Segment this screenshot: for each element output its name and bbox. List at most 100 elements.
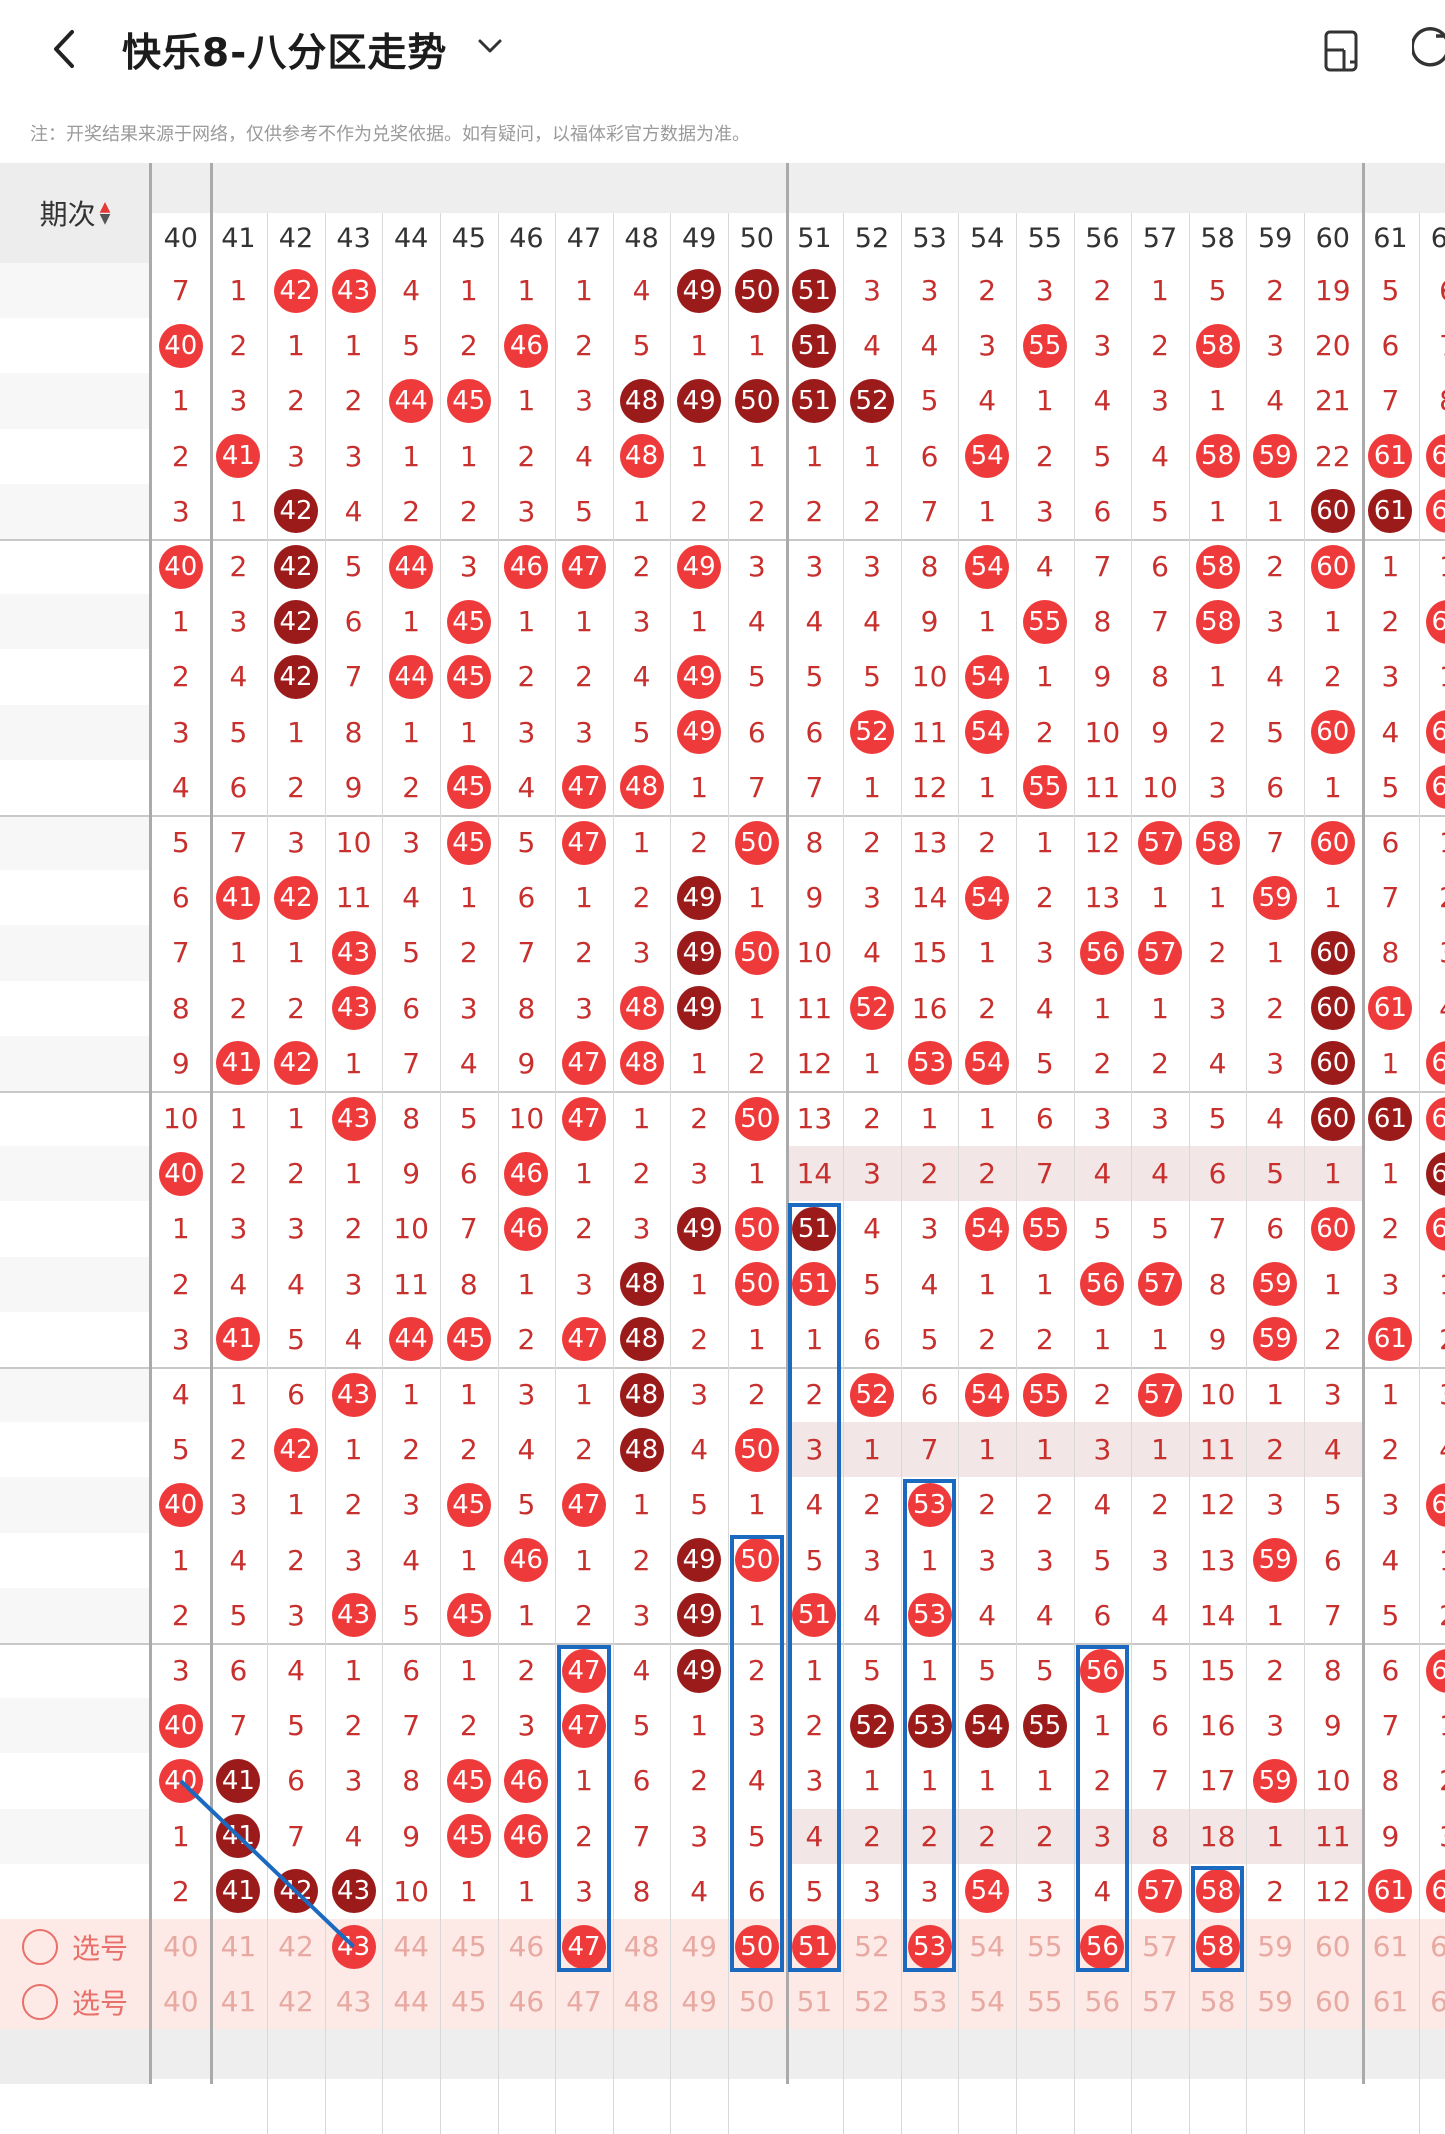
select-number-42[interactable]: 42 — [267, 1974, 325, 2029]
title-dropdown-button[interactable] — [474, 30, 506, 62]
miss-count: 1 — [171, 1819, 190, 1853]
select-number-40[interactable]: 40 — [152, 1919, 210, 1974]
select-number-52[interactable]: 52 — [843, 1919, 901, 1974]
miss-count: 3 — [171, 1322, 190, 1356]
miss-count-cell: 2 — [325, 1698, 383, 1753]
miss-count-cell: 6 — [728, 705, 786, 760]
select-number-51[interactable]: 51 — [786, 1919, 844, 1974]
select-number-48[interactable]: 48 — [613, 1974, 671, 2029]
select-number-56[interactable]: 56 — [1074, 1919, 1132, 1974]
layout-toggle-button[interactable] — [1318, 28, 1368, 76]
draw-ball-cell: 62 — [1419, 429, 1445, 484]
miss-count: 1 — [690, 1046, 709, 1080]
page-title[interactable]: 快乐8-八分区走势 — [122, 31, 448, 76]
select-number-60[interactable]: 60 — [1304, 1919, 1362, 1974]
miss-count-cell: 2 — [210, 1422, 268, 1477]
picked-number-ball[interactable]: 43 — [331, 1924, 376, 1969]
miss-count-cell: 1 — [1016, 1422, 1074, 1477]
select-number-52[interactable]: 52 — [843, 1974, 901, 2029]
miss-count: 3 — [1266, 1488, 1285, 1522]
select-number-43[interactable]: 43 — [325, 1919, 383, 1974]
select-number-45[interactable]: 45 — [440, 1919, 498, 1974]
select-number-58[interactable]: 58 — [1189, 1974, 1247, 2029]
picked-number-ball[interactable]: 56 — [1080, 1924, 1125, 1969]
select-number-46[interactable]: 46 — [498, 1974, 556, 2029]
select-number-49[interactable]: 49 — [670, 1919, 728, 1974]
miss-count-cell: 4 — [1074, 373, 1132, 428]
select-number-49[interactable]: 49 — [670, 1974, 728, 2029]
miss-count: 2 — [1266, 1874, 1285, 1908]
picked-number-ball[interactable]: 47 — [561, 1924, 606, 1969]
select-number-46[interactable]: 46 — [498, 1919, 556, 1974]
miss-count: 8 — [459, 1267, 478, 1301]
select-number-44[interactable]: 44 — [382, 1974, 440, 2029]
refresh-button[interactable] — [1410, 26, 1445, 72]
miss-count: 1 — [575, 1157, 593, 1191]
period-column-header[interactable]: 期次 ▲ ▼ — [0, 163, 150, 263]
miss-count: 3 — [402, 1488, 421, 1522]
select-number-55[interactable]: 55 — [1016, 1974, 1074, 2029]
select-number-62[interactable]: 62 — [1419, 1974, 1445, 2029]
picked-number-ball[interactable]: 58 — [1195, 1924, 1240, 1969]
select-row-toggle[interactable]: 选号 — [0, 1974, 150, 2029]
select-number-48[interactable]: 48 — [613, 1919, 671, 1974]
select-number-59[interactable]: 59 — [1246, 1974, 1304, 2029]
select-number-60[interactable]: 60 — [1304, 1974, 1362, 2029]
miss-count-cell: 1 — [382, 594, 440, 649]
select-number-57[interactable]: 57 — [1131, 1974, 1189, 2029]
miss-count-cell: 14 — [1189, 1588, 1247, 1643]
select-number-54[interactable]: 54 — [958, 1919, 1016, 1974]
draw-ball-cell: 60 — [1304, 539, 1362, 594]
draw-ball-cell: 54 — [958, 649, 1016, 704]
miss-count-cell: 21 — [1304, 373, 1362, 428]
picked-number-ball[interactable]: 51 — [792, 1924, 837, 1969]
select-number-53[interactable]: 53 — [901, 1919, 959, 1974]
drawn-number-ball: 52 — [849, 710, 894, 755]
draw-ball-cell: 47 — [555, 1477, 613, 1532]
miss-count-cell: 5 — [613, 705, 671, 760]
draw-ball-cell: 54 — [958, 870, 1016, 925]
miss-count-cell: 7 — [1016, 1146, 1074, 1201]
period-cell — [0, 318, 150, 374]
select-number-50[interactable]: 50 — [728, 1974, 786, 2029]
select-number-label: 59 — [1257, 1985, 1293, 2019]
draw-ball-cell: 62 — [1419, 1477, 1445, 1532]
drawn-number-ball: 44 — [389, 378, 434, 423]
select-number-42[interactable]: 42 — [267, 1919, 325, 1974]
miss-count: 4 — [863, 936, 881, 970]
select-number-45[interactable]: 45 — [440, 1974, 498, 2029]
select-number-40[interactable]: 40 — [152, 1974, 210, 2029]
miss-count-cell: 7 — [1362, 1698, 1420, 1753]
select-number-62[interactable]: 62 — [1419, 1919, 1445, 1974]
miss-count-cell: 4 — [786, 1477, 844, 1532]
select-number-50[interactable]: 50 — [728, 1919, 786, 1974]
select-number-47[interactable]: 47 — [555, 1919, 613, 1974]
miss-count: 7 — [287, 1819, 305, 1853]
select-row-toggle[interactable]: 选号 — [0, 1919, 150, 1974]
select-number-53[interactable]: 53 — [901, 1974, 959, 2029]
select-number-41[interactable]: 41 — [210, 1974, 268, 2029]
select-number-59[interactable]: 59 — [1246, 1919, 1304, 1974]
select-number-61[interactable]: 61 — [1362, 1919, 1420, 1974]
draw-ball-cell: 45 — [440, 1477, 498, 1532]
select-number-44[interactable]: 44 — [382, 1919, 440, 1974]
miss-count: 2 — [575, 329, 593, 363]
radio-circle-icon[interactable] — [21, 1928, 58, 1965]
select-number-41[interactable]: 41 — [210, 1919, 268, 1974]
miss-count-cell: 1 — [152, 594, 210, 649]
picked-number-ball[interactable]: 50 — [734, 1924, 779, 1969]
select-number-61[interactable]: 61 — [1362, 1974, 1420, 2029]
select-number-56[interactable]: 56 — [1074, 1974, 1132, 2029]
select-number-43[interactable]: 43 — [325, 1974, 383, 2029]
radio-circle-icon[interactable] — [21, 1983, 58, 2020]
miss-count: 3 — [920, 1874, 939, 1908]
select-number-57[interactable]: 57 — [1131, 1919, 1189, 1974]
select-number-51[interactable]: 51 — [786, 1974, 844, 2029]
picked-number-ball[interactable]: 53 — [907, 1924, 952, 1969]
select-number-58[interactable]: 58 — [1189, 1919, 1247, 1974]
back-button[interactable] — [44, 26, 84, 72]
select-number-55[interactable]: 55 — [1016, 1919, 1074, 1974]
select-number-47[interactable]: 47 — [555, 1974, 613, 2029]
select-number-54[interactable]: 54 — [958, 1974, 1016, 2029]
miss-count-cell: 1 — [498, 373, 556, 428]
